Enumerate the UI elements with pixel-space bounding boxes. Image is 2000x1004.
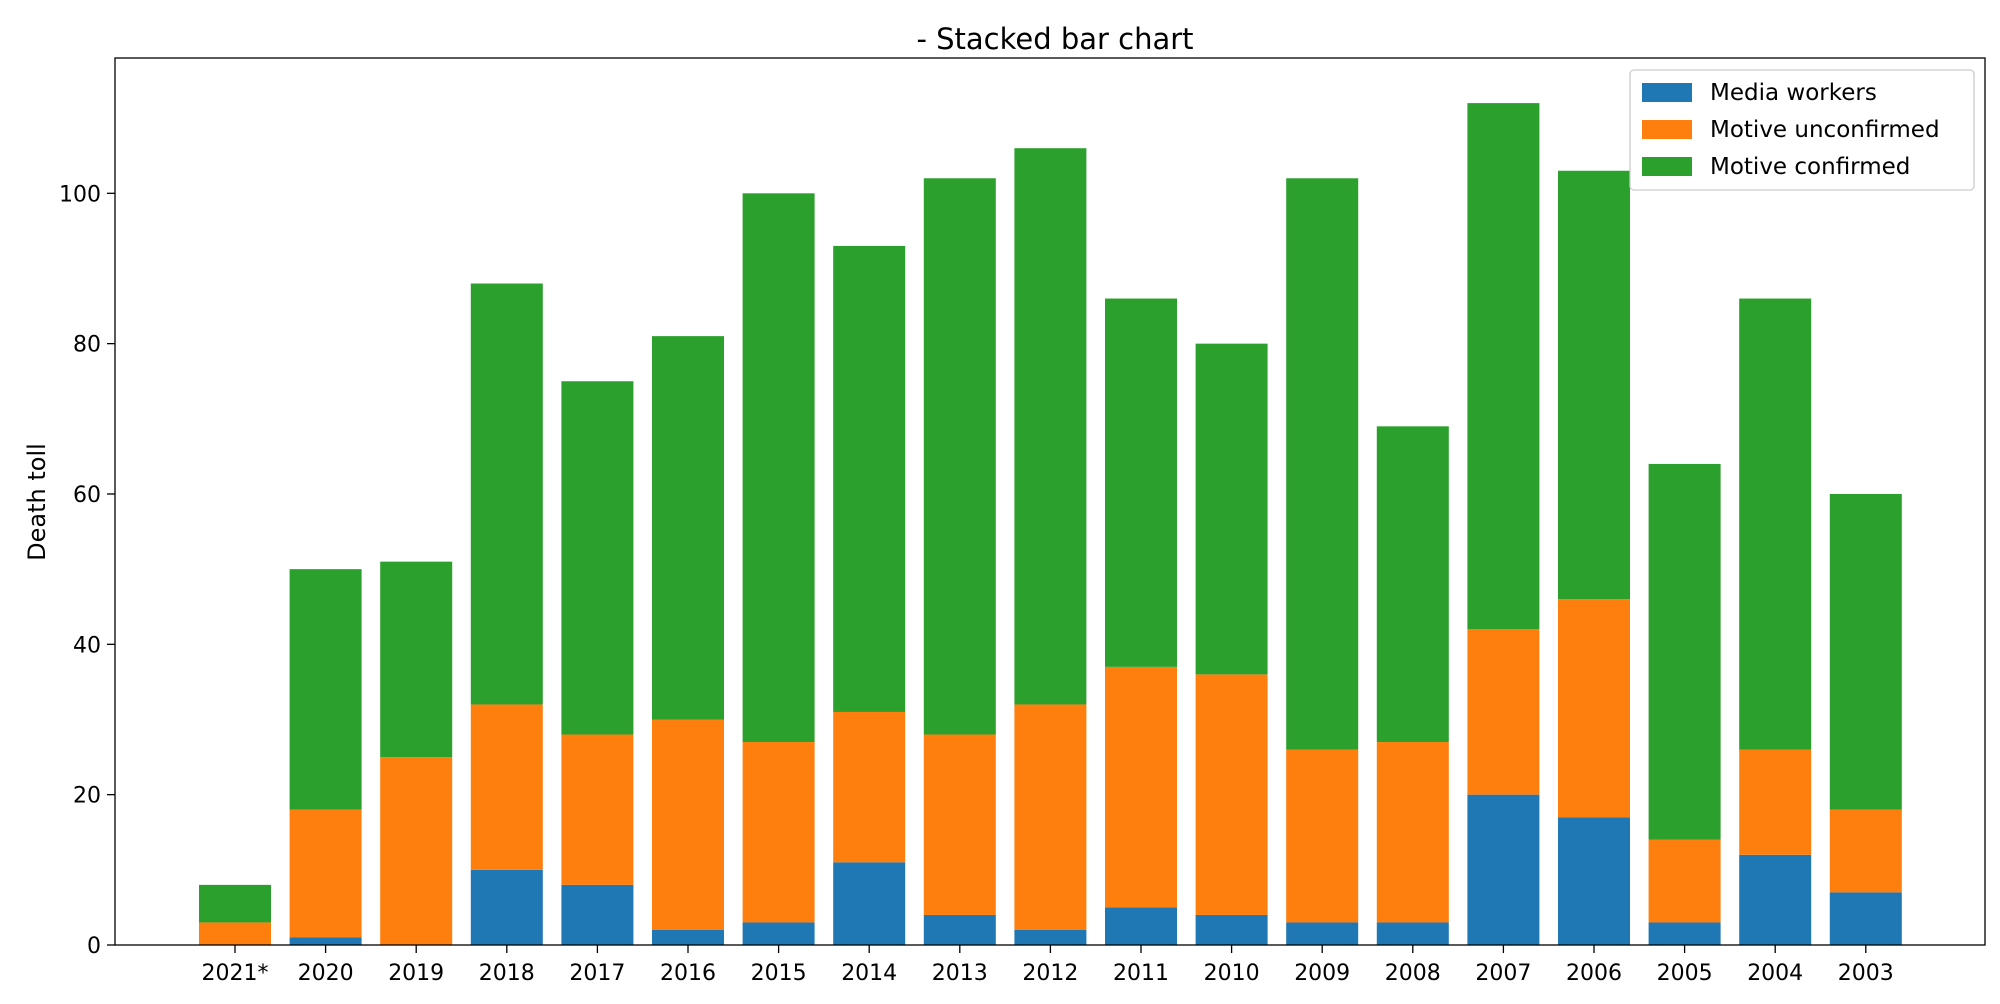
x-tick-label: 2007 [1475,961,1531,986]
bars-layer [199,103,1902,945]
y-tick-label: 80 [73,333,101,358]
bar-motive-confirmed-2008 [1376,426,1449,743]
bar-motive-confirmed-2019 [380,561,453,758]
bar-motive-confirmed-2016 [652,336,724,720]
x-tick-label: 2005 [1657,961,1713,986]
bar-motive-confirmed-2017 [561,381,634,735]
x-tick-label: 2008 [1385,961,1441,986]
bar-media-workers-2012 [1014,929,1087,945]
bar-motive-unconfirmed-2012 [1014,704,1087,930]
bar-media-workers-2005 [1648,922,1721,945]
bar-motive-unconfirmed-2021 [199,922,271,945]
y-axis-label: Death toll [23,443,51,561]
bar-motive-unconfirmed-2007 [1467,629,1540,795]
bar-media-workers-2009 [1286,922,1359,945]
x-tick-label: 2018 [479,961,535,986]
bar-motive-confirmed-2021 [199,884,271,923]
x-tick-label: 2015 [751,961,807,986]
bar-motive-unconfirmed-2016 [652,719,724,930]
x-tick-label: 2006 [1566,961,1622,986]
bar-motive-unconfirmed-2011 [1105,666,1177,908]
y-tick-label: 40 [73,633,101,658]
legend-swatch [1642,120,1692,139]
bar-motive-confirmed-2010 [1195,343,1268,675]
bar-motive-confirmed-2003 [1829,493,1902,810]
bar-media-workers-2003 [1829,892,1902,945]
bar-motive-confirmed-2004 [1739,298,1812,750]
bar-motive-unconfirmed-2005 [1648,839,1721,923]
legend-swatch [1642,83,1692,102]
x-tick-label: 2021* [202,961,269,986]
bar-motive-confirmed-2018 [470,283,543,705]
x-tick-label: 2014 [841,961,897,986]
bar-media-workers-2020 [289,937,362,945]
x-tick-label: 2011 [1113,961,1169,986]
x-tick-label: 2012 [1022,961,1078,986]
y-tick-label: 20 [73,784,101,809]
bar-motive-confirmed-2014 [833,245,906,712]
legend-label: Motive confirmed [1710,154,1910,180]
x-tick-label: 2013 [932,961,988,986]
bar-media-workers-2011 [1105,907,1177,945]
bar-motive-unconfirmed-2013 [923,734,996,915]
bar-motive-unconfirmed-2017 [561,734,634,885]
legend: Media workers Motive unconfirmed Motive co… [1629,69,1975,191]
x-tick-label: 2016 [660,961,716,986]
bar-motive-unconfirmed-2019 [380,757,453,945]
y-tick-label: 60 [73,483,101,508]
y-tick-label: 0 [87,934,101,959]
bar-media-workers-2008 [1376,922,1449,945]
chart-title: - Stacked bar chart [916,22,1193,56]
bar-media-workers-2017 [561,884,634,945]
bar-media-workers-2004 [1739,854,1812,945]
bar-motive-confirmed-2009 [1286,178,1359,750]
legend-swatch [1642,157,1692,176]
x-tick-label: 2019 [388,961,444,986]
x-tick-label: 2004 [1747,961,1803,986]
x-tick-label: 2003 [1838,961,1894,986]
bar-motive-unconfirmed-2004 [1739,749,1812,855]
bar-motive-confirmed-2007 [1467,103,1540,630]
legend-box [1629,69,1975,191]
bar-motive-confirmed-2013 [923,178,996,735]
legend-label: Media workers [1710,80,1877,106]
bar-media-workers-2018 [470,869,543,945]
bar-motive-unconfirmed-2015 [742,742,815,923]
bar-motive-confirmed-2012 [1014,148,1087,705]
bar-motive-confirmed-2011 [1105,298,1177,667]
bar-motive-confirmed-2006 [1558,170,1630,600]
bar-media-workers-2006 [1558,817,1630,945]
bar-motive-unconfirmed-2008 [1376,742,1449,923]
bar-motive-unconfirmed-2020 [289,809,362,938]
bar-motive-unconfirmed-2010 [1195,674,1268,915]
bar-motive-confirmed-2015 [742,193,815,743]
bar-media-workers-2013 [923,914,996,945]
axes-layer: 2021* 2020 2019 2018 2017 2016 2015 2014 2013 201… [59,57,1986,986]
legend-label: Motive unconfirmed [1710,117,1940,143]
bar-motive-unconfirmed-2009 [1286,749,1359,923]
bar-media-workers-2016 [652,929,724,945]
bar-motive-unconfirmed-2014 [833,711,906,863]
x-tick-label: 2009 [1294,961,1350,986]
x-tick-label: 2017 [569,961,625,986]
bar-motive-unconfirmed-2003 [1829,809,1902,893]
bar-media-workers-2010 [1195,914,1268,945]
y-tick-label: 100 [59,182,101,207]
bar-media-workers-2007 [1467,794,1540,945]
bar-motive-confirmed-2005 [1648,463,1721,840]
bar-media-workers-2014 [833,862,906,945]
bar-motive-unconfirmed-2006 [1558,599,1630,818]
x-tick-label: 2020 [298,961,354,986]
bar-media-workers-2015 [742,922,815,945]
x-tick-label: 2010 [1204,961,1260,986]
bar-motive-confirmed-2020 [289,569,362,810]
bar-motive-unconfirmed-2018 [470,704,543,870]
